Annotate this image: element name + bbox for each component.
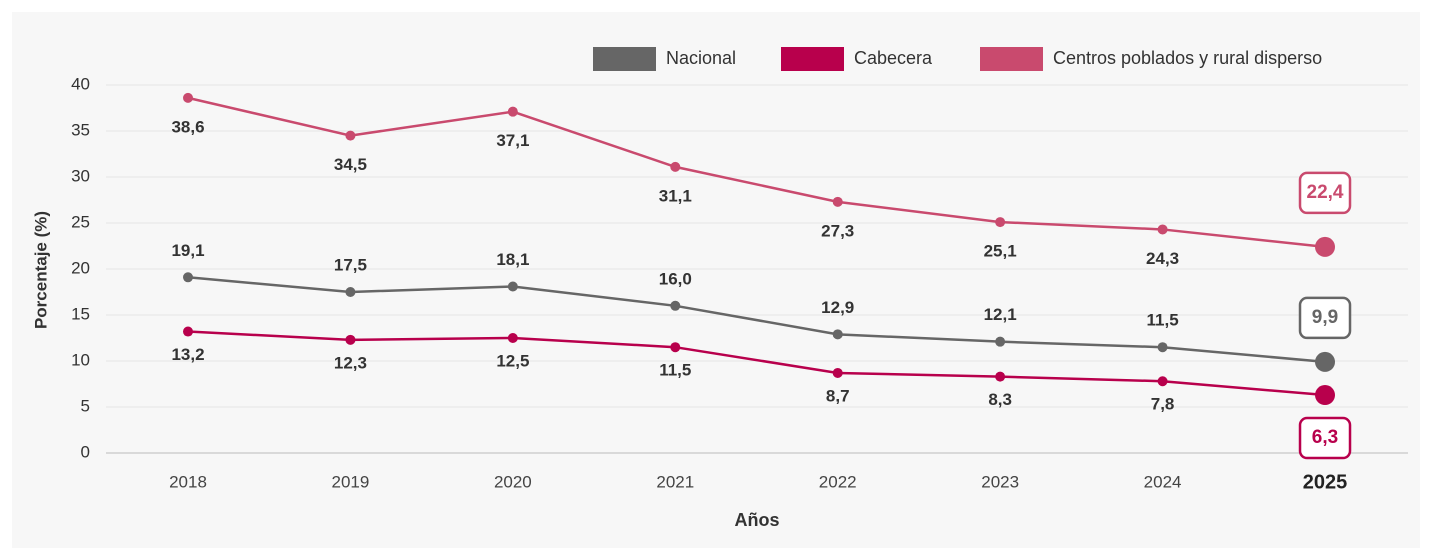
legend-swatch [593,47,656,71]
label-box [1298,296,1352,340]
y-axis-title: Porcentaje (%) [31,211,50,329]
legend-label: Centros poblados y rural disperso [1053,48,1322,68]
data-label: 8,7 [826,386,850,405]
series-line [187,276,1326,364]
label-box [1298,416,1352,460]
data-label: 11,5 [1147,311,1179,330]
x-tick-label: 2021 [656,472,694,491]
data-label: 31,1 [659,186,692,205]
point [345,130,356,141]
x-tick-label: 2025 [1303,471,1348,493]
legend-label: Nacional [666,48,736,68]
series-line [187,96,1326,249]
data-label: 6,3 [1312,427,1338,448]
point [1315,385,1336,406]
point [345,287,356,297]
point [1157,224,1168,235]
y-tick-label: 35 [71,120,90,139]
data-label: 34,5 [334,155,367,174]
panel [12,12,1420,548]
data-label: 37,1 [496,131,529,150]
point [507,333,518,343]
point [1315,351,1336,372]
data-label: 19,1 [171,241,204,260]
y-tick-label: 30 [71,166,90,185]
data-label: 13,2 [171,345,204,364]
y-tick-label: 0 [81,442,90,461]
point [507,281,518,292]
point [1315,236,1336,257]
point [670,300,681,311]
point [995,371,1006,382]
data-label: 16,0 [659,269,692,288]
point [832,367,843,378]
point [507,106,518,117]
point [995,217,1006,228]
point [183,326,193,337]
data-label: 38,6 [171,117,204,136]
data-label: 12,9 [821,298,854,317]
legend-swatch [781,47,844,71]
x-axis-title: Años [735,510,780,530]
point [832,196,843,207]
y-tick-label: 10 [71,350,90,369]
x-tick-label: 2023 [981,472,1019,491]
point [183,272,193,283]
data-label: 12,3 [334,353,367,372]
x-tick-label: 2018 [169,472,207,491]
point [995,336,1006,347]
point [345,334,356,345]
data-label: 12,5 [496,351,529,370]
data-label: 12,1 [984,305,1017,324]
data-label: 25,1 [984,242,1017,261]
x-tick-label: 2019 [332,472,370,491]
y-tick-label: 15 [71,304,90,323]
point [1157,342,1168,353]
data-label: 22,4 [1307,182,1344,203]
x-tick-label: 2022 [819,472,857,491]
y-tick-label: 25 [71,212,90,231]
y-tick-label: 40 [71,74,90,93]
point [1157,376,1168,387]
x-tick-label: 2024 [1144,472,1182,491]
data-label: 11,5 [659,361,691,380]
x-tick-label: 2020 [494,472,532,491]
data-label: 8,3 [988,390,1012,409]
point [183,92,193,103]
data-label: 9,9 [1312,307,1338,328]
legend-label: Cabecera [854,48,933,68]
data-label: 24,3 [1146,249,1179,268]
data-label: 7,8 [1151,395,1175,414]
y-tick-label: 5 [81,396,90,415]
label-box [1298,171,1352,215]
point [670,342,681,353]
data-label: 27,3 [821,221,854,240]
point [832,329,843,340]
y-tick-label: 20 [71,258,90,277]
point [670,161,681,172]
series-line [187,330,1326,397]
data-label: 17,5 [334,255,367,274]
data-label: 18,1 [496,250,529,269]
legend-swatch [980,47,1043,71]
